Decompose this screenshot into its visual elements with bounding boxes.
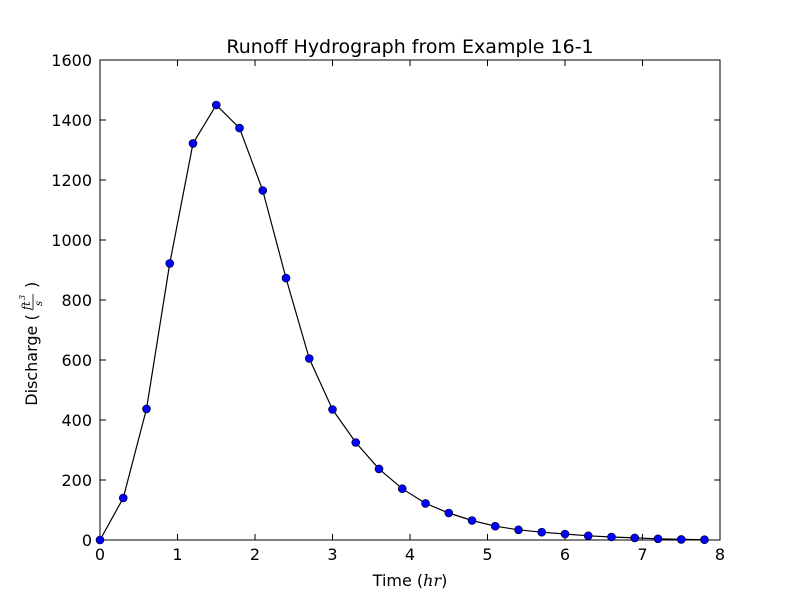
data-point [235, 123, 244, 133]
plot-frame [99, 59, 721, 541]
data-point [142, 404, 151, 414]
data-point [560, 529, 570, 539]
data-point [490, 521, 500, 531]
y-axis-label-fraction: ft 3 s [18, 294, 45, 311]
data-point [467, 516, 477, 525]
data-point [583, 531, 593, 541]
x-tick-label: 1 [172, 545, 182, 564]
data-point [281, 273, 291, 283]
data-point [165, 259, 175, 268]
data-point [537, 527, 547, 537]
x-axis-label-suffix: ) [441, 571, 447, 590]
y-axis-label-text: Discharge ( [22, 314, 41, 405]
x-tick-label: 4 [405, 545, 415, 564]
data-point [328, 405, 337, 414]
data-point [700, 535, 709, 545]
y-axis-label-num: ft [20, 301, 33, 311]
y-axis-label-suffix: ) [22, 282, 41, 288]
data-point [351, 438, 361, 447]
y-tick-label: 600 [61, 351, 92, 370]
x-axis-label: Time (hr) [372, 571, 448, 590]
x-tick-label: 2 [250, 545, 260, 564]
y-tick-label: 800 [61, 291, 92, 310]
x-axis-label-text: Time ( [372, 571, 423, 590]
y-axis-ticks: 0 200 400 600 800 1000 1200 1400 1600 [51, 51, 720, 550]
x-tick-label: 3 [327, 545, 337, 564]
y-axis-label-exp: 3 [18, 295, 27, 300]
x-axis-label-math: hr [423, 571, 442, 590]
y-tick-label: 1600 [51, 51, 92, 70]
chart-title: Runoff Hydrograph from Example 16-1 [226, 36, 593, 58]
data-point [118, 493, 128, 503]
y-tick-label: 1000 [51, 231, 92, 250]
y-axis-label: Discharge ( ft 3 s ) [18, 282, 45, 406]
x-tick-label: 8 [715, 545, 725, 564]
data-point [444, 508, 454, 518]
data-point [397, 484, 407, 494]
data-point [514, 525, 523, 535]
data-point [607, 532, 616, 542]
y-axis-label-den: s [34, 301, 45, 306]
y-tick-label: 400 [61, 411, 92, 430]
x-tick-label: 7 [637, 545, 647, 564]
data-point [188, 139, 198, 148]
data-point [304, 354, 314, 363]
series-layer [95, 100, 709, 545]
plot-area [99, 59, 721, 541]
data-point [211, 100, 221, 110]
data-point [676, 535, 686, 544]
x-tick-label: 5 [482, 545, 492, 564]
x-tick-label: 6 [560, 545, 570, 564]
data-point [653, 534, 663, 544]
data-point [421, 499, 430, 508]
y-tick-label: 1200 [51, 171, 92, 190]
data-point [630, 533, 640, 543]
x-axis-ticks: 0 1 2 3 4 5 6 7 8 [95, 60, 725, 564]
x-tick-label: 0 [95, 545, 105, 564]
data-point [95, 535, 105, 545]
y-tick-label: 200 [61, 471, 92, 490]
y-tick-label: 0 [82, 531, 92, 550]
data-point [374, 464, 384, 474]
y-tick-label: 1400 [51, 111, 92, 130]
data-point [258, 186, 268, 195]
